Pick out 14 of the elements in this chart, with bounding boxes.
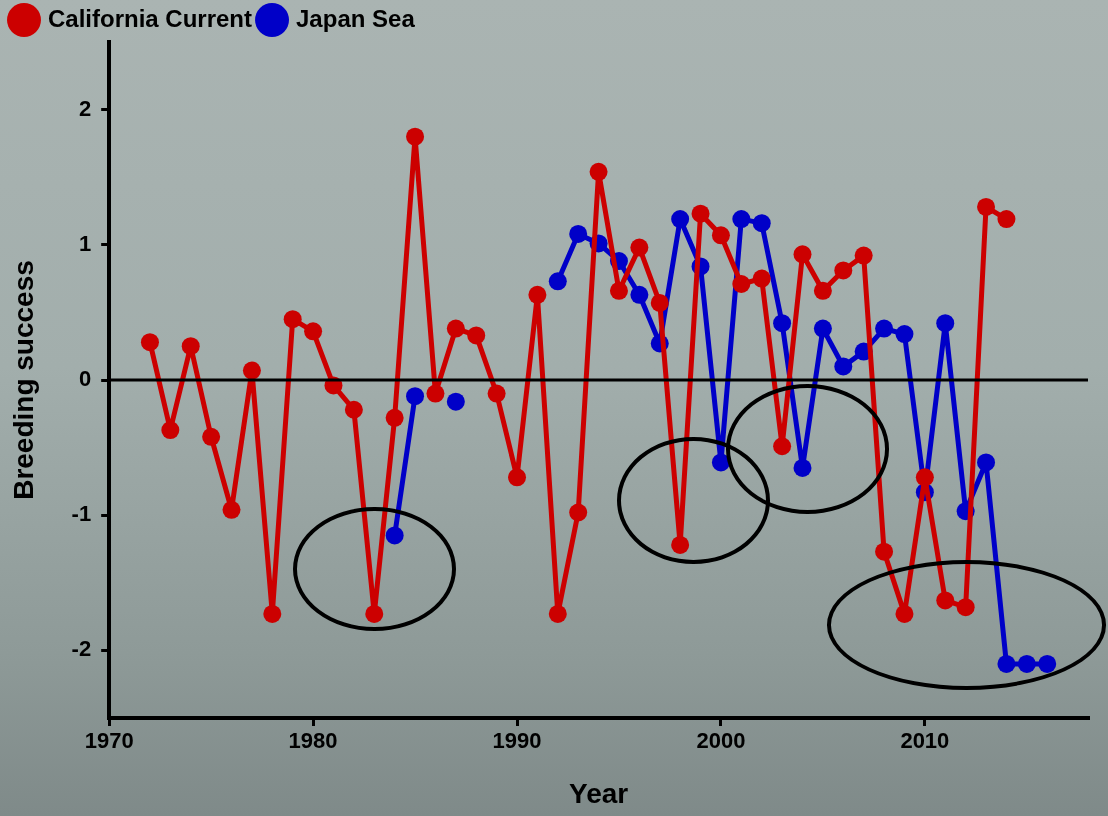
y-axis-title: Breeding success (7, 260, 39, 500)
y-tick-label: 2 (78, 95, 92, 121)
x-tick-label: 1970 (84, 728, 134, 754)
y-tick-label: -1 (71, 501, 92, 527)
x-tick-label: 2000 (696, 728, 746, 754)
legend-label: Japan Sea (296, 4, 416, 32)
y-tick-label: 1 (78, 230, 92, 256)
y-tick-label: -2 (71, 636, 92, 662)
y-tick-label: 0 (78, 366, 92, 392)
x-tick-label: 1990 (492, 728, 542, 754)
x-tick-label: 2010 (900, 728, 950, 754)
x-axis-title: Year (568, 777, 629, 809)
x-tick-label: 1980 (288, 728, 338, 754)
legend-label: California Current (48, 4, 253, 32)
